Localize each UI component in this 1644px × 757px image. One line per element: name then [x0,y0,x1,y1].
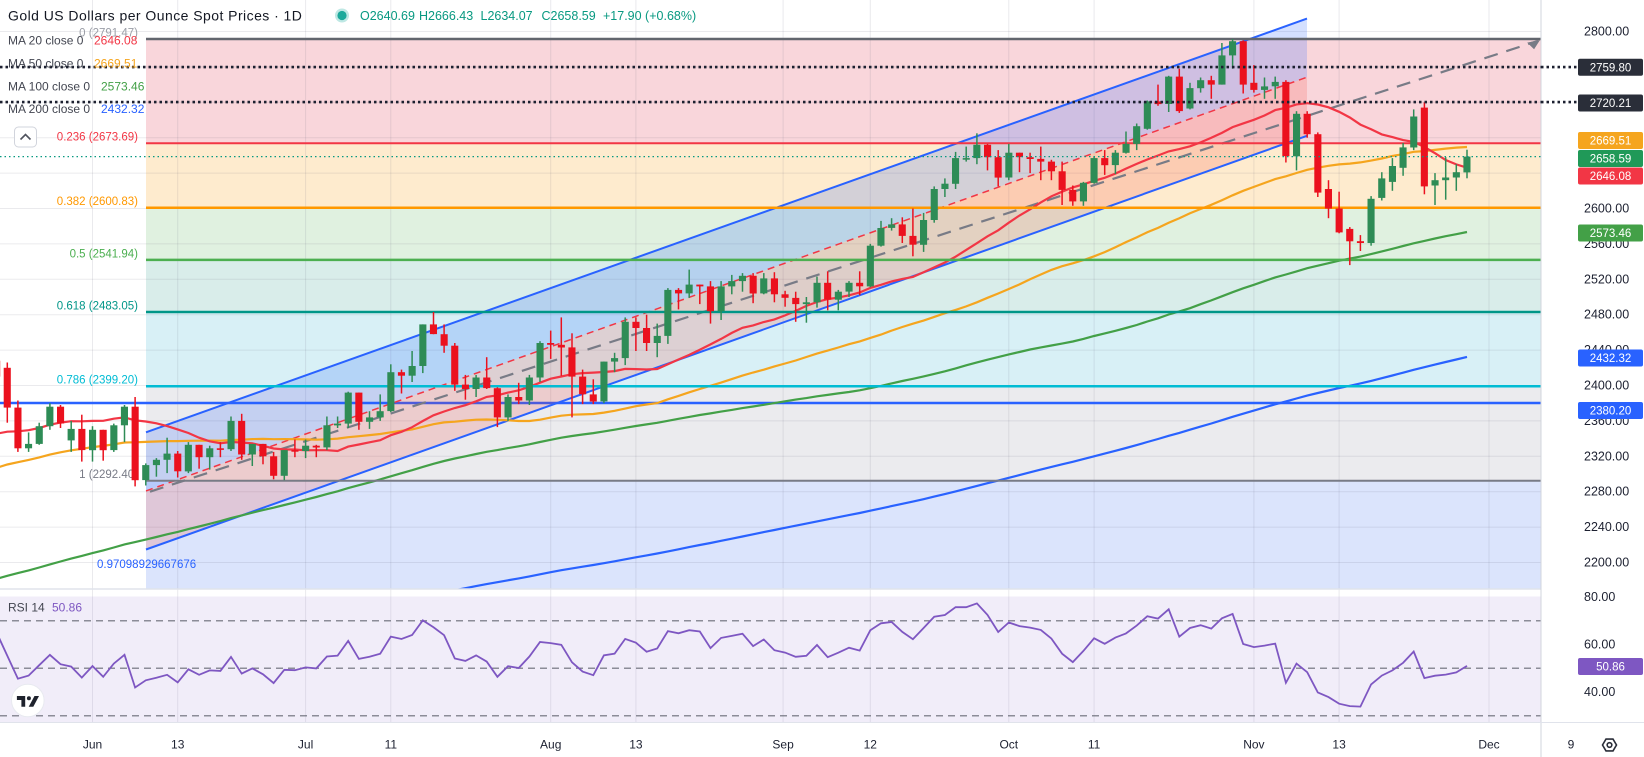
svg-text:2320.00: 2320.00 [1584,449,1629,463]
svg-text:2573.46: 2573.46 [101,79,145,93]
svg-text:Aug: Aug [540,738,561,752]
svg-text:0.5 (2541.94): 0.5 (2541.94) [70,248,139,260]
svg-text:13: 13 [171,738,185,752]
svg-text:MA 100 close 0: MA 100 close 0 [8,79,90,93]
svg-text:0 (2791.47): 0 (2791.47) [79,27,138,39]
svg-text:2658.59: 2658.59 [1590,154,1632,166]
svg-text:L2634.07: L2634.07 [481,9,533,23]
svg-text:40.00: 40.00 [1584,685,1615,699]
svg-text:Gold US Dollars per Ounce Spot: Gold US Dollars per Ounce Spot Prices · … [8,8,302,24]
svg-text:2669.51: 2669.51 [1590,136,1632,148]
svg-text:50.86: 50.86 [52,601,82,615]
svg-text:Sep: Sep [772,738,794,752]
svg-text:13: 13 [1332,738,1346,752]
svg-text:50.86: 50.86 [1596,662,1625,674]
svg-text:1 (2292.40): 1 (2292.40) [79,469,138,481]
svg-text:0.382 (2600.83): 0.382 (2600.83) [57,196,138,208]
svg-text:Dec: Dec [1478,738,1499,752]
svg-text:MA 50 close 0: MA 50 close 0 [8,56,84,70]
svg-text:0.97098929667676: 0.97098929667676 [97,559,196,571]
svg-text:H2666.43: H2666.43 [419,9,473,23]
svg-text:Jul: Jul [298,738,313,752]
svg-text:13: 13 [629,738,643,752]
svg-text:+17.90 (+0.68%): +17.90 (+0.68%) [603,9,696,23]
svg-text:MA 200 close 0: MA 200 close 0 [8,102,90,116]
svg-text:12: 12 [864,738,878,752]
svg-text:2646.08: 2646.08 [1590,171,1632,183]
svg-text:2646.08: 2646.08 [94,34,138,48]
svg-text:2432.32: 2432.32 [1590,353,1632,365]
svg-text:C2658.59: C2658.59 [542,9,596,23]
svg-text:2520.00: 2520.00 [1584,272,1629,286]
svg-text:0.618 (2483.05): 0.618 (2483.05) [57,300,138,312]
svg-text:2432.32: 2432.32 [101,102,145,116]
svg-text:Nov: Nov [1243,738,1264,752]
svg-text:2480.00: 2480.00 [1584,308,1629,322]
svg-text:2573.46: 2573.46 [1590,228,1632,240]
svg-text:2380.20: 2380.20 [1590,406,1632,418]
svg-text:2800.00: 2800.00 [1584,25,1629,39]
svg-text:2720.21: 2720.21 [1590,98,1632,110]
svg-text:2600.00: 2600.00 [1584,202,1629,216]
svg-text:11: 11 [1088,738,1101,752]
svg-text:9: 9 [1568,738,1575,752]
svg-text:0.786 (2399.20): 0.786 (2399.20) [57,375,138,387]
svg-text:60.00: 60.00 [1584,638,1615,652]
svg-text:O2640.69: O2640.69 [360,9,415,23]
svg-text:MA 20 close 0: MA 20 close 0 [8,34,84,48]
svg-text:2400.00: 2400.00 [1584,379,1629,393]
svg-text:11: 11 [385,738,398,752]
svg-text:Jun: Jun [83,738,102,752]
svg-text:RSI 14: RSI 14 [8,601,45,615]
svg-text:2759.80: 2759.80 [1590,62,1632,74]
svg-text:2200.00: 2200.00 [1584,556,1629,570]
svg-text:2240.00: 2240.00 [1584,520,1629,534]
svg-text:80.00: 80.00 [1584,590,1615,604]
svg-text:2280.00: 2280.00 [1584,485,1629,499]
svg-text:Oct: Oct [999,738,1018,752]
svg-text:2669.51: 2669.51 [94,56,138,70]
svg-text:0.236 (2673.69): 0.236 (2673.69) [57,132,138,144]
